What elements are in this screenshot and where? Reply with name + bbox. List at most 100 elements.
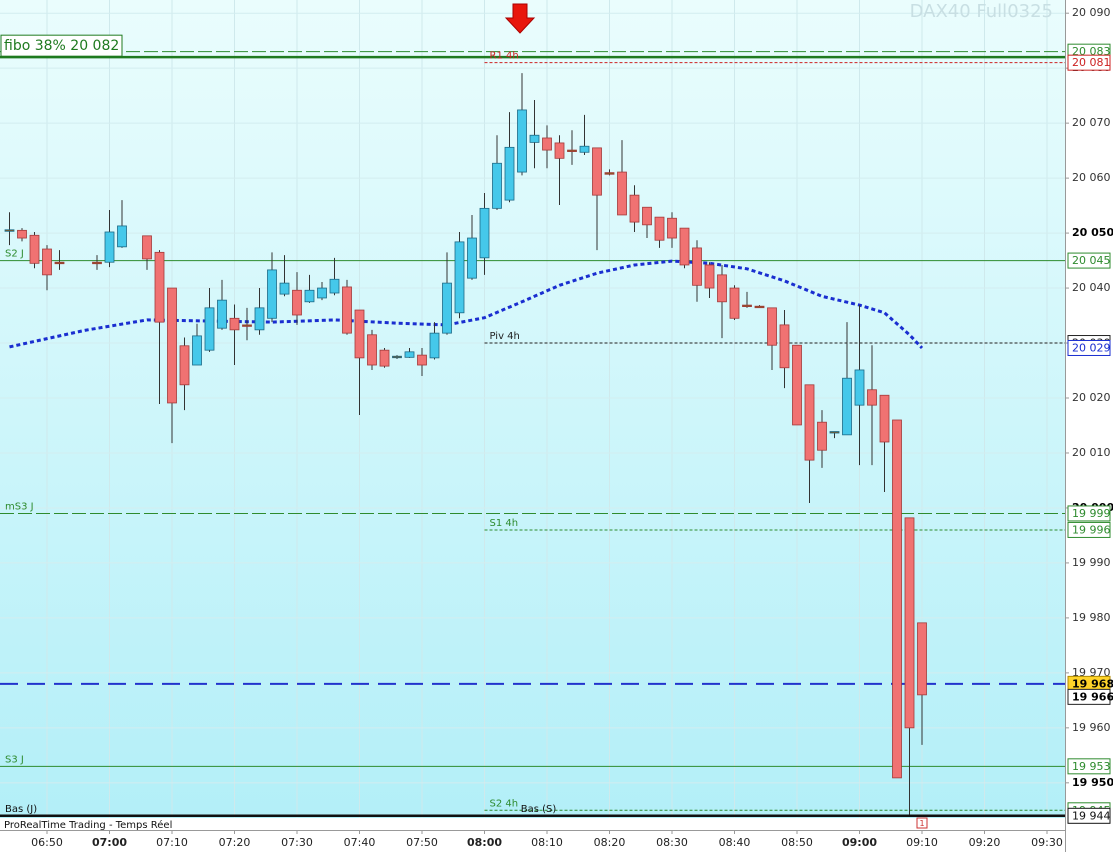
signal-arrow [504,3,536,34]
candle-body [242,324,252,327]
candle-body [492,162,502,209]
level-label: mS3 J [5,501,34,512]
x-tick-label: 08:30 [656,836,688,849]
candle-body [567,149,577,152]
last-close-label: 19 966 [1072,690,1113,703]
candle-body [704,264,715,289]
candle-body [392,355,402,359]
candle-body [917,622,927,696]
candle-body [4,229,15,232]
x-tick-label: 07:20 [219,836,251,849]
candle-body [554,142,565,159]
y-tick-label: 20 060 [1072,171,1111,184]
y-tick-label: 20 050 [1072,226,1113,239]
candle-body [217,299,227,329]
candle-body [117,225,127,248]
watermark-title: DAX40 Full0325 [910,1,1053,22]
level-label: R1 4h [490,51,519,62]
candle-body [479,207,490,259]
level-value-label-box [1067,54,1111,71]
candle-body [329,278,340,294]
candle-body [279,282,290,295]
level-value-label-box [1067,807,1111,824]
candle-body [592,147,602,196]
level-value-label-box [1067,758,1111,775]
y-tick-label: 19 970 [1072,666,1111,679]
level-value-label: 20 081 [1072,56,1111,69]
candle-body [754,305,765,309]
x-tick-label: 07:40 [344,836,376,849]
candle-body [17,229,27,239]
y-tick-label: 19 990 [1072,556,1111,569]
y-tick-label: 19 950 [1072,776,1113,789]
level-label: Piv 4h [490,331,520,342]
candle-body [717,274,727,303]
level-value-label: 19 968 [1072,677,1113,690]
candle-body [267,269,277,319]
candle-body [442,282,452,334]
candle-body [542,137,552,151]
x-tick-label: 09:00 [842,836,877,849]
candle-body [354,309,365,359]
x-tick-label: 08:10 [531,836,563,849]
x-tick-label: 07:50 [406,836,438,849]
level-label: Bas (S) [521,804,557,815]
candle-body [29,234,40,264]
candle-body [654,216,665,241]
level-value-label: 19 996 [1072,523,1111,536]
candle-body [454,241,465,314]
candle-body [667,217,677,239]
candle-body [417,354,427,366]
y-tick-label: 19 980 [1072,611,1111,624]
candle-body [54,261,65,265]
x-tick-label: 07:10 [156,836,188,849]
level-value-label: 19 953 [1072,760,1111,773]
level-label: Bas (J) [5,804,37,815]
level-value-label-box [1067,252,1111,269]
level-label: S2 4h [490,798,519,809]
event-marker: 1 [919,819,924,828]
candle-body [192,335,202,366]
event-marker-box [916,817,928,829]
candle-body [742,304,752,308]
last-close-label-box [1067,688,1111,705]
candle-body [429,332,440,359]
candle-body [179,345,190,386]
candle-body [629,194,640,223]
y-tick-label: 20 010 [1072,446,1111,459]
candle-body [854,369,865,406]
moving-average [9,259,924,350]
candle-body [792,344,802,426]
candle-body [104,231,115,263]
level-value-label: 19 944 [1072,809,1111,822]
candle-body [254,307,265,331]
candle-body [904,517,915,729]
x-tick-label: 09:20 [969,836,1001,849]
candle-body [154,251,165,323]
x-tick-label: 09:10 [906,836,938,849]
candle-body [142,235,152,260]
level-value-label-box [1067,505,1111,522]
candle-body [867,389,877,406]
candle-body [42,248,52,276]
level-label: S2 J [5,249,24,260]
candle-body [767,307,777,346]
level-label: S3 J [5,754,24,765]
y-tick-label: 20 090 [1072,6,1111,19]
candle-body [642,206,652,226]
candle-body [292,289,302,316]
level-label: fibo 38% 20 082 [4,38,119,54]
y-tick-label: 20 020 [1072,391,1111,404]
candle-body [729,287,740,319]
candle-body [342,286,352,334]
candle-body [879,394,890,443]
candle-body [167,287,177,404]
candle-body [379,349,390,367]
candle-body [317,287,327,299]
x-tick-label: 08:00 [467,836,502,849]
candle-body [304,289,315,303]
level-label-box [0,34,123,57]
